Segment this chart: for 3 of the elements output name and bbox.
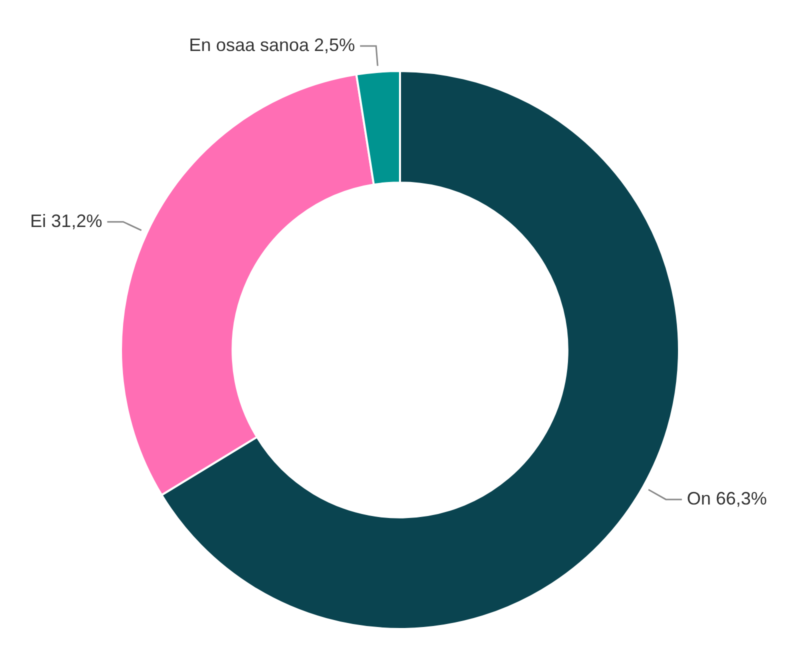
slice-label: On 66,3% [686,488,767,508]
slice-label: En osaa sanoa 2,5% [188,34,356,55]
slice-label: Ei 31,2% [30,210,102,231]
